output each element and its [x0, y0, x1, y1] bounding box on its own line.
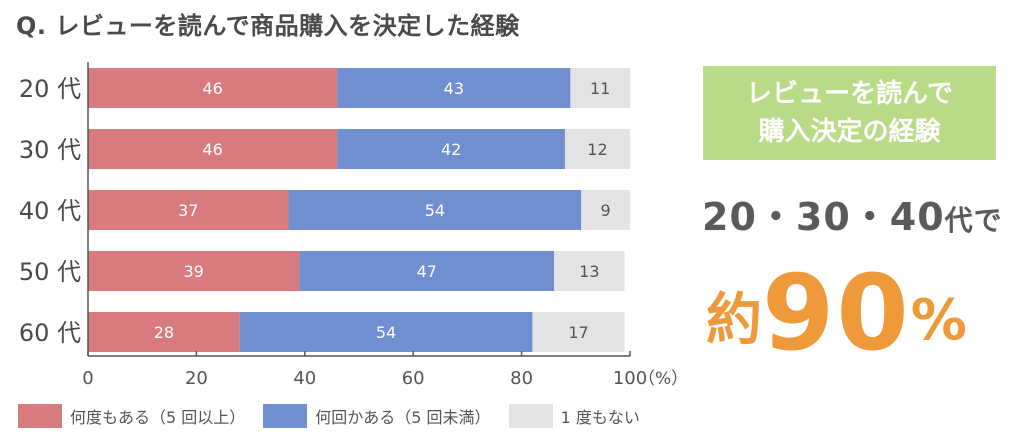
bar-segment — [299, 251, 555, 291]
legend: 何度もある（5 回以上） 何回かある（5 回未満） 1 度もない — [18, 404, 640, 428]
bar-segment — [532, 312, 625, 352]
legend-label-many: 何度もある（5 回以上） — [70, 408, 246, 427]
legend-item-never: 1 度もない — [508, 404, 640, 428]
callout-line-1: レビューを読んで — [746, 79, 953, 109]
data-label: 39 — [184, 262, 204, 281]
data-label: 13 — [579, 262, 599, 281]
data-label: 43 — [444, 79, 464, 98]
category-label: 60 代 — [19, 319, 81, 347]
bar-segment — [288, 190, 582, 230]
bar-segment — [88, 68, 338, 108]
bar-segment — [581, 190, 630, 230]
x-tick-label: 100 — [613, 368, 647, 389]
chart-title: Q. レビューを読んで商品購入を決定した経験 — [16, 12, 520, 40]
bar-segment — [88, 251, 300, 291]
data-label: 12 — [587, 140, 607, 159]
data-label: 37 — [178, 201, 198, 220]
category-label: 30 代 — [19, 136, 81, 164]
category-label: 50 代 — [19, 258, 81, 286]
big-percentage: 約90% — [706, 252, 1006, 374]
data-label: 46 — [202, 140, 222, 159]
legend-swatch-never — [508, 404, 553, 428]
category-label: 20 代 — [19, 75, 81, 103]
callout-line-2: 購入決定の経験 — [758, 117, 941, 147]
data-label: 46 — [202, 79, 222, 98]
legend-swatch-many — [18, 404, 62, 428]
x-tick-label: 60 — [402, 368, 425, 389]
legend-item-few: 何回かある（5 回未満） — [263, 404, 491, 428]
bar-segment — [88, 129, 338, 169]
data-label: 28 — [154, 323, 174, 342]
data-label: 47 — [417, 262, 437, 281]
bar-segment — [337, 129, 565, 169]
legend-label-few: 何回かある（5 回未満） — [315, 408, 491, 427]
big-suffix: % — [910, 288, 967, 353]
bar-segment — [337, 68, 571, 108]
legend-label-never: 1 度もない — [560, 408, 640, 427]
callout-box: レビューを読んで 購入決定の経験 — [703, 66, 996, 160]
legend-item-many: 何度もある（5 回以上） — [18, 404, 245, 428]
bar-segment — [88, 312, 240, 352]
legend-swatch-few — [263, 404, 308, 428]
data-label: 17 — [568, 323, 588, 342]
x-tick-label: 40 — [293, 368, 316, 389]
data-label: 42 — [441, 140, 461, 159]
bar-segment — [570, 68, 630, 108]
big-prefix: 約 — [706, 288, 762, 353]
age-groups-main: 20・30・40 — [702, 195, 945, 239]
big-number: 90 — [762, 252, 911, 374]
bar-segment — [239, 312, 533, 352]
age-groups-text: 20・30・40代で — [702, 186, 1002, 241]
x-tick-label: 80 — [510, 368, 533, 389]
category-label: 40 代 — [19, 197, 81, 225]
x-tick-label: 0 — [82, 368, 93, 389]
bar-segment — [88, 190, 289, 230]
bar-segment — [564, 129, 630, 169]
data-label: 9 — [601, 201, 611, 220]
data-label: 54 — [376, 323, 396, 342]
bar-segment — [554, 251, 625, 291]
data-label: 11 — [590, 79, 610, 98]
data-label: 54 — [425, 201, 445, 220]
stacked-bar-chart: 46 43 11 20 代 46 42 12 30 代 37 54 9 40 代 39 47 13 50 代 2… — [19, 62, 688, 389]
age-groups-suffix: 代で — [944, 204, 1003, 237]
x-tick-label: 20 — [185, 368, 208, 389]
x-unit-label: （%） — [638, 369, 688, 389]
